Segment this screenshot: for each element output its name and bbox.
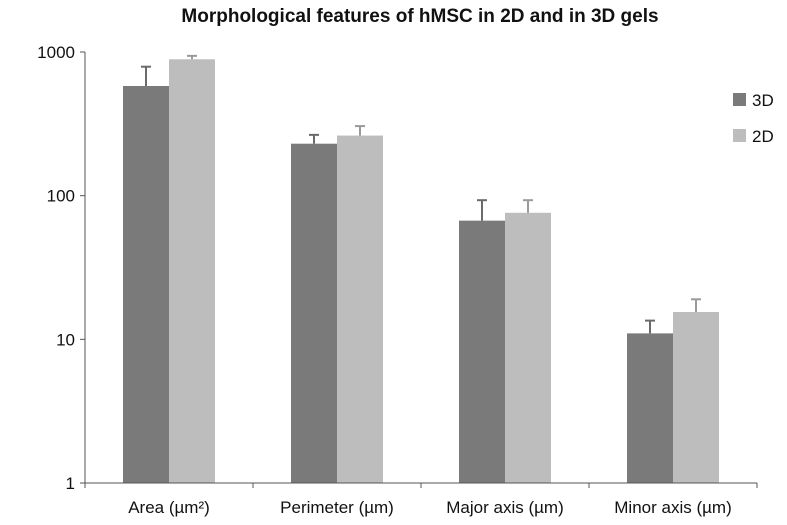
legend: 3D 2D xyxy=(733,91,774,146)
bar-2d-perimeter-m xyxy=(337,135,383,483)
bar-3d-perimeter-m xyxy=(291,143,337,484)
y-tick-label: 10 xyxy=(56,330,75,349)
x-axis-categories: Area (µm²) Perimeter (µm) Major axis (µm) M… xyxy=(84,483,758,517)
y-axis-ticks: 1 10 100 1000 xyxy=(37,43,85,493)
x-category-label: Perimeter (µm) xyxy=(280,498,394,517)
legend-label-2d: 2D xyxy=(752,127,774,146)
y-tick-label: 1000 xyxy=(37,43,75,62)
x-category-label: Minor axis (µm) xyxy=(614,498,731,517)
bar-3d-minor-axis-m xyxy=(627,333,673,483)
bars-group xyxy=(123,59,719,484)
bar-2d-area-m xyxy=(169,59,215,484)
legend-swatch-2d xyxy=(733,129,746,142)
bar-3d-major-axis-m xyxy=(459,220,505,483)
x-category-label: Area (µm²) xyxy=(128,498,210,517)
legend-swatch-3d xyxy=(733,93,746,106)
bar-2d-minor-axis-m xyxy=(673,311,719,483)
error-bars-group xyxy=(141,54,701,334)
legend-label-3d: 3D xyxy=(752,91,774,110)
x-category-label: Major axis (µm) xyxy=(446,498,563,517)
bar-3d-area-m xyxy=(123,85,169,483)
bar-2d-major-axis-m xyxy=(505,212,551,483)
chart-title: Morphological features of hMSC in 2D and… xyxy=(181,6,658,27)
y-tick-label: 1 xyxy=(66,474,75,493)
y-tick-label: 100 xyxy=(47,187,75,206)
